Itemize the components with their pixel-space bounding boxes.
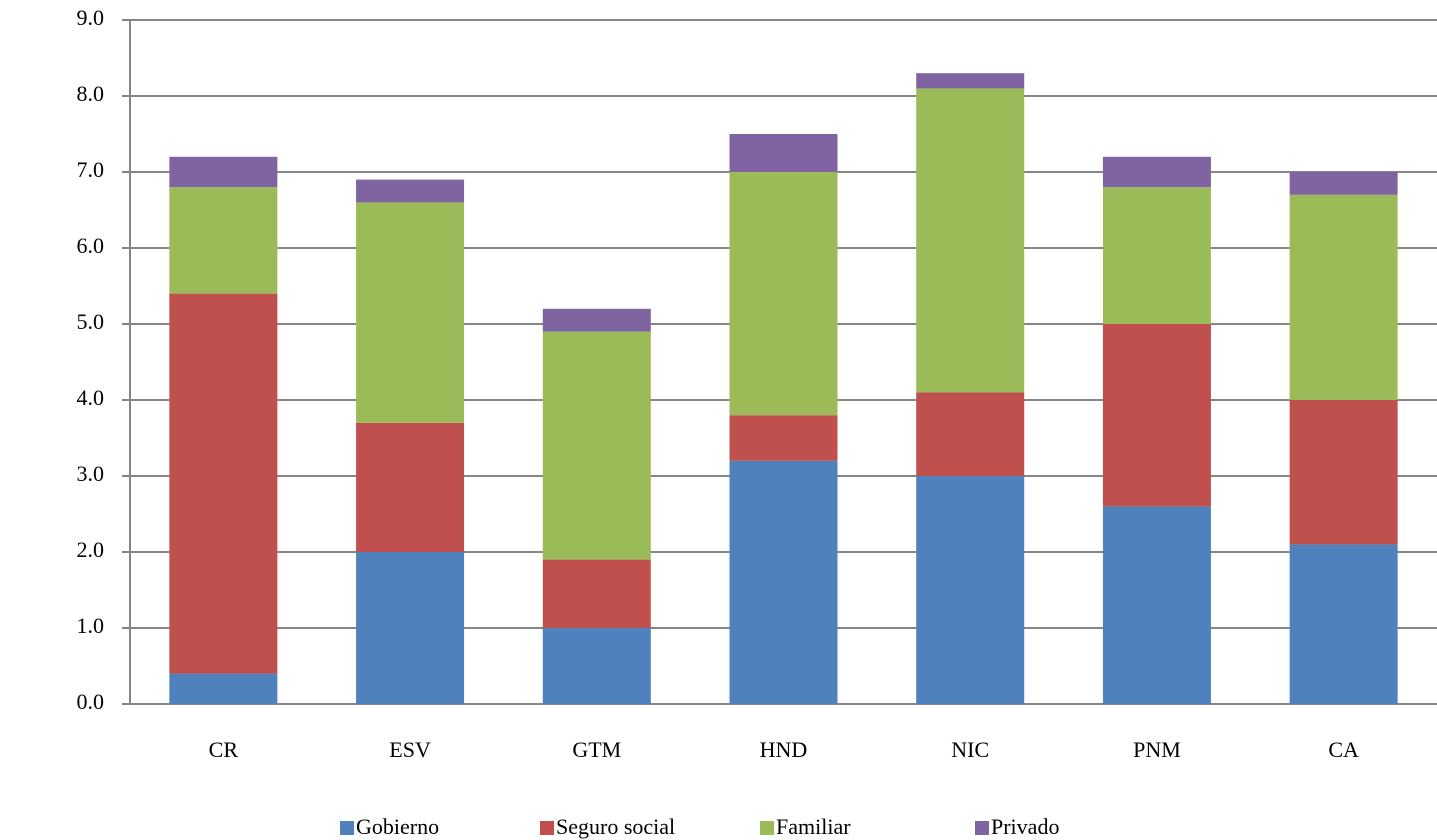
y-tick-label: 2.0	[77, 537, 105, 562]
bar-segment	[542, 559, 651, 628]
y-tick-label: 9.0	[77, 5, 105, 30]
bar-segment	[1102, 324, 1211, 507]
x-tick-label: PNM	[1133, 737, 1181, 762]
bar-segment	[356, 202, 465, 423]
bar-segment	[1102, 187, 1211, 324]
bar-segment	[1289, 194, 1398, 400]
legend-swatch	[340, 821, 354, 835]
y-tick-label: 7.0	[77, 157, 105, 182]
bar-segment	[729, 415, 838, 461]
bar-segment	[542, 308, 651, 332]
y-tick-label: 0.0	[77, 689, 105, 714]
y-tick-label: 3.0	[77, 461, 105, 486]
bar-segment	[729, 172, 838, 416]
y-tick-label: 8.0	[77, 81, 105, 106]
x-tick-label: NIC	[951, 737, 989, 762]
bar-segment	[916, 73, 1025, 89]
bar-segment	[1102, 156, 1211, 188]
x-tick-label: CR	[209, 737, 239, 762]
bar-segment	[356, 552, 465, 704]
y-tick-label: 4.0	[77, 385, 105, 410]
legend-label: Gobierno	[356, 814, 439, 839]
bar-segment	[916, 476, 1025, 704]
bar-segment	[916, 392, 1025, 476]
legend-swatch	[975, 821, 989, 835]
bar-segment	[729, 134, 838, 172]
x-tick-label: HND	[760, 737, 808, 762]
bar-segment	[169, 156, 278, 188]
x-tick-label: CA	[1328, 737, 1359, 762]
legend-swatch	[540, 821, 554, 835]
bar-segment	[1289, 172, 1398, 195]
x-tick-label: GTM	[572, 737, 621, 762]
bar-segment	[169, 673, 278, 704]
x-tick-label: ESV	[389, 737, 431, 762]
y-tick-label: 6.0	[77, 233, 105, 258]
bar-segment	[542, 628, 651, 704]
bar-segment	[542, 331, 651, 560]
legend-swatch	[760, 821, 774, 835]
bar-segment	[729, 460, 838, 704]
bar-segment	[916, 88, 1025, 393]
bar-segment	[169, 293, 278, 674]
bar-segment	[169, 187, 278, 294]
bar-segment	[1102, 506, 1211, 704]
legend-label: Seguro social	[556, 814, 675, 839]
bar-segment	[1289, 400, 1398, 545]
bar-segment	[356, 179, 465, 203]
y-tick-label: 5.0	[77, 309, 105, 334]
bar-segment	[1289, 544, 1398, 704]
legend-label: Privado	[991, 814, 1059, 839]
bar-segment	[356, 422, 465, 552]
y-tick-label: 1.0	[77, 613, 105, 638]
legend-label: Familiar	[776, 814, 851, 839]
